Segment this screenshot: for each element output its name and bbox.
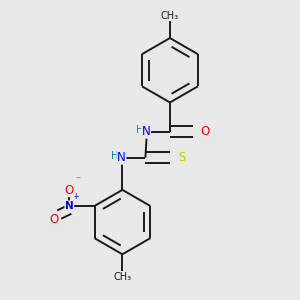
- Text: +: +: [72, 192, 78, 201]
- Text: ⁻: ⁻: [75, 176, 80, 186]
- Text: S: S: [178, 151, 185, 164]
- Text: H: H: [136, 125, 143, 135]
- Text: H: H: [111, 151, 118, 161]
- Text: CH₃: CH₃: [113, 272, 131, 282]
- Text: N: N: [65, 201, 74, 211]
- Text: O: O: [49, 213, 58, 226]
- Text: N: N: [117, 151, 126, 164]
- Text: O: O: [200, 125, 209, 138]
- Text: N: N: [142, 125, 150, 138]
- Text: CH₃: CH₃: [161, 11, 179, 21]
- Text: O: O: [65, 184, 74, 196]
